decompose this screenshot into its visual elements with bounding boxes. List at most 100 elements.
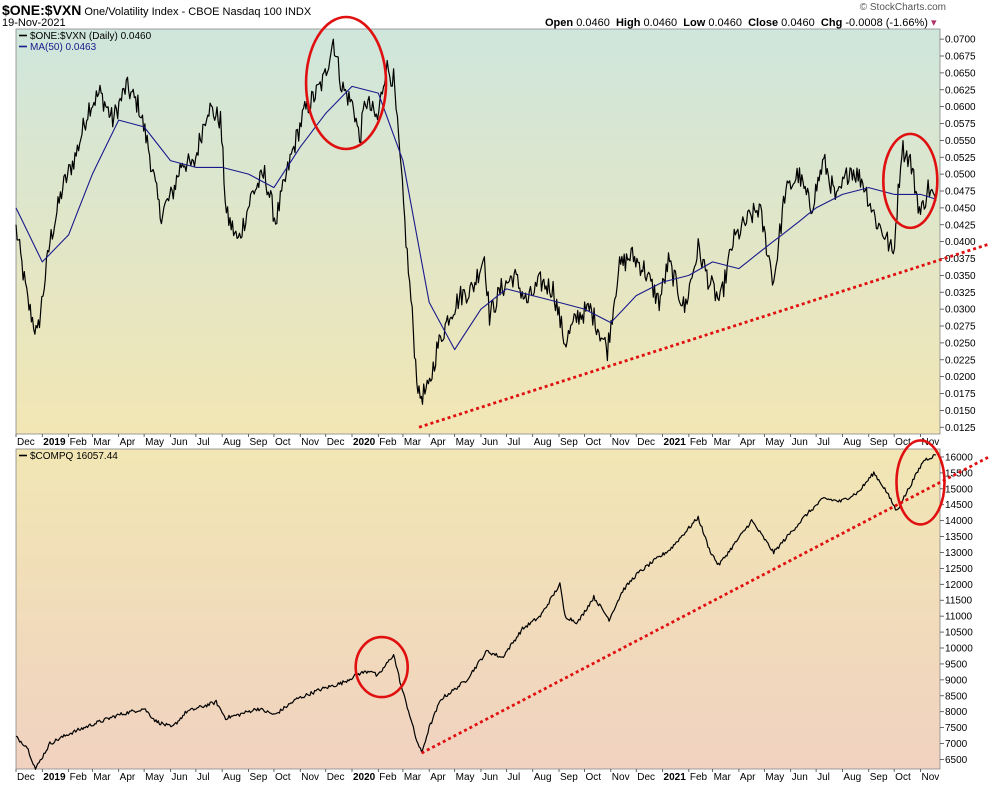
y-tick-label: 0.0450 bbox=[945, 203, 976, 214]
low-label: Low bbox=[683, 17, 706, 29]
y-tick-label: 0.0375 bbox=[945, 254, 976, 265]
open-label: Open bbox=[545, 17, 574, 29]
x-tick-label: Dec bbox=[637, 772, 655, 783]
y-tick-label: 0.0625 bbox=[945, 85, 976, 96]
y-tick-label: 0.0525 bbox=[945, 153, 976, 164]
y-tick-label: 0.0150 bbox=[945, 406, 976, 417]
x-tick-label: Jul bbox=[197, 437, 210, 448]
x-tick-label: 2021 bbox=[664, 437, 687, 448]
x-tick-label: Jul bbox=[817, 772, 830, 783]
x-tick-label: Feb bbox=[690, 772, 708, 783]
x-tick-label: May bbox=[145, 437, 164, 448]
y-tick-label: 12500 bbox=[945, 564, 973, 575]
x-tick-label: May bbox=[456, 437, 475, 448]
y-tick-label: 11500 bbox=[945, 596, 973, 607]
y-tick-label: 0.0425 bbox=[945, 220, 976, 231]
high-value: 0.0460 bbox=[643, 17, 678, 29]
support-trend-line bbox=[418, 243, 989, 429]
x-tick-label: Sep bbox=[249, 437, 267, 448]
x-tick-label: Nov bbox=[921, 772, 939, 783]
highlight-circle bbox=[895, 439, 946, 526]
y-tick-label: 0.0550 bbox=[945, 136, 976, 147]
x-tick-label: May bbox=[145, 772, 164, 783]
x-tick-label: Oct bbox=[275, 437, 291, 448]
x-tick-label: Sep bbox=[560, 437, 578, 448]
chg-value: -0.0008 (-1.66%) bbox=[845, 17, 928, 29]
plot-area bbox=[15, 448, 941, 770]
x-tick-label: Mar bbox=[714, 437, 732, 448]
x-tick-label: Apr bbox=[430, 437, 446, 448]
x-tick-label: 2020 bbox=[353, 772, 376, 783]
legend-label: $COMPQ 16057.44 bbox=[30, 451, 118, 462]
y-tick-label: 16000 bbox=[945, 452, 973, 463]
vxn-ratio-panel: 0.0700 0.0675 0.0650 0.0625 0.0600 0.0575 0.05… bbox=[15, 15, 989, 448]
y-tick-label: 0.0350 bbox=[945, 271, 976, 282]
x-tick-label: 2020 bbox=[353, 437, 376, 448]
x-tick-label: Dec bbox=[17, 437, 35, 448]
y-tick-label: 0.0200 bbox=[945, 372, 976, 383]
x-tick-label: Nov bbox=[301, 772, 319, 783]
x-tick-label: Jul bbox=[197, 772, 210, 783]
x-tick-label: Aug bbox=[223, 772, 241, 783]
y-tick-label: 10000 bbox=[945, 644, 973, 655]
x-tick-label: May bbox=[765, 437, 784, 448]
y-tick-label: 9500 bbox=[945, 659, 968, 670]
x-tick-label: Jun bbox=[482, 437, 498, 448]
y-tick-label: 0.0325 bbox=[945, 288, 976, 299]
close-value: 0.0460 bbox=[781, 17, 815, 29]
x-tick-label: Sep bbox=[870, 772, 888, 783]
x-tick-label: Jun bbox=[792, 437, 808, 448]
x-tick-label: Jun bbox=[171, 437, 187, 448]
y-tick-label: 0.0300 bbox=[945, 305, 976, 316]
x-tick-label: Aug bbox=[534, 437, 552, 448]
y-tick-label: 10500 bbox=[945, 628, 973, 639]
price-line bbox=[15, 454, 936, 770]
y-tick-label: 14000 bbox=[945, 516, 973, 527]
x-tick-label: Sep bbox=[870, 437, 888, 448]
x-tick-label: Apr bbox=[120, 772, 136, 783]
x-tick-label: Aug bbox=[534, 772, 552, 783]
y-tick-label: 6500 bbox=[945, 755, 968, 766]
x-tick-label: Jun bbox=[792, 772, 808, 783]
high-label: High bbox=[615, 17, 641, 29]
y-tick-label: 12000 bbox=[945, 580, 973, 591]
x-tick-label: Dec bbox=[17, 772, 35, 783]
y-tick-label: 0.0575 bbox=[945, 119, 976, 130]
y-tick-label: 0.0500 bbox=[945, 170, 976, 181]
x-tick-label: Jun bbox=[482, 772, 498, 783]
x-tick-label: Aug bbox=[843, 437, 861, 448]
y-tick-label: 7500 bbox=[945, 723, 968, 734]
legend-label: MA(50) 0.0463 bbox=[30, 42, 97, 53]
x-tick-label: Dec bbox=[327, 437, 345, 448]
x-tick-label: Jun bbox=[171, 772, 187, 783]
y-tick-label: 0.0125 bbox=[945, 423, 976, 434]
x-tick-label: Jul bbox=[817, 437, 830, 448]
x-tick-label: Dec bbox=[327, 772, 345, 783]
y-tick-label: 0.0225 bbox=[945, 355, 976, 366]
x-tick-label: Feb bbox=[70, 772, 88, 783]
chart-symbol-title: $ONE:$VXN One/Volatility Index - CBOE Nas… bbox=[2, 2, 311, 18]
x-tick-label: Feb bbox=[690, 437, 708, 448]
y-tick-label: 0.0250 bbox=[945, 338, 976, 349]
close-label: Close bbox=[748, 17, 779, 29]
y-tick-label: 11000 bbox=[945, 612, 973, 623]
y-tick-label: 15500 bbox=[945, 468, 973, 479]
x-tick-label: 2019 bbox=[43, 772, 66, 783]
legend-label: $ONE:$VXN (Daily) 0.0460 bbox=[30, 31, 152, 42]
x-tick-label: Mar bbox=[404, 437, 422, 448]
y-tick-label: 7000 bbox=[945, 739, 968, 750]
x-tick-label: Feb bbox=[379, 437, 397, 448]
open-value: 0.0460 bbox=[576, 17, 610, 29]
x-tick-label: Oct bbox=[895, 772, 911, 783]
x-tick-label: Feb bbox=[379, 772, 397, 783]
x-tick-label: Dec bbox=[637, 437, 655, 448]
y-tick-label: 0.0175 bbox=[945, 389, 976, 400]
x-tick-label: Mar bbox=[93, 772, 111, 783]
x-tick-label: Oct bbox=[585, 772, 601, 783]
y-tick-label: 0.0275 bbox=[945, 322, 976, 333]
x-tick-label: Apr bbox=[430, 772, 446, 783]
x-tick-label: Oct bbox=[275, 772, 291, 783]
y-tick-label: 14500 bbox=[945, 500, 973, 511]
price-line bbox=[15, 38, 937, 405]
